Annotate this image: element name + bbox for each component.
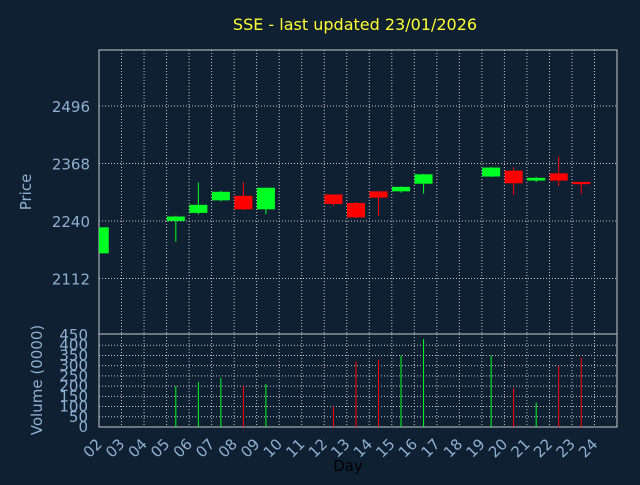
volume-tick-label: 100 (59, 398, 88, 416)
candle-body (256, 187, 275, 210)
volume-tick-label: 150 (59, 387, 88, 405)
candle-body (504, 170, 523, 184)
price-tick-label: 2496 (52, 98, 90, 116)
chart-title: SSE - last updated 23/01/2026 (233, 15, 477, 34)
candle-body (347, 203, 365, 218)
candle-body (211, 191, 230, 201)
candle-body (414, 174, 433, 184)
volume-tick-label: 200 (59, 377, 88, 395)
candle-body (324, 194, 343, 204)
volume-panel-frame (98, 333, 618, 428)
price-panel-frame (98, 49, 618, 335)
volume-axis-label: Volume (0000) (28, 325, 46, 435)
volume-tick-label: 400 (59, 336, 88, 354)
candle-body (392, 186, 411, 192)
volume-tick-label: 300 (59, 357, 88, 375)
price-tick-label: 2240 (52, 213, 90, 231)
candle-body (166, 216, 185, 221)
volume-tick-label: 0 (78, 418, 88, 436)
candle-body (189, 204, 208, 213)
price-axis-label: Price (17, 174, 35, 211)
candle-body (234, 195, 253, 210)
x-axis-label: Day (333, 457, 363, 475)
volume-tick-label: 450 (59, 326, 88, 344)
volume-tick-label: 350 (59, 346, 88, 364)
candle-body (99, 227, 108, 254)
candle-body (549, 173, 568, 181)
candle-body (482, 167, 501, 177)
volume-tick-label: 50 (69, 408, 88, 426)
candle-body (572, 181, 591, 185)
price-tick-label: 2368 (52, 156, 90, 174)
x-tick-label: 24 (575, 435, 601, 461)
price-tick-label: 2112 (52, 271, 90, 289)
candle-body (527, 177, 546, 181)
candle-body (369, 191, 388, 198)
volume-tick-label: 250 (59, 367, 88, 385)
